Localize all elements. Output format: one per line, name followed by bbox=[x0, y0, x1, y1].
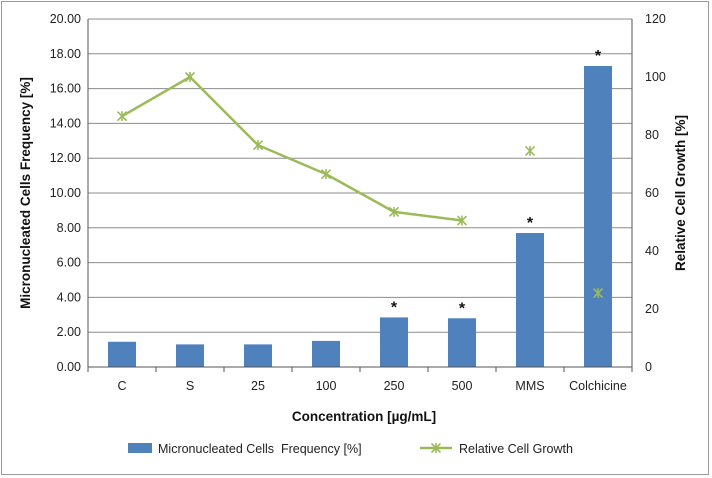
y-axis-title: Micronucleated Cells Frequency [%] bbox=[18, 77, 33, 309]
y-tick-label: 18.00 bbox=[50, 47, 81, 61]
y-tick-label: 14.00 bbox=[50, 116, 81, 130]
significance-star: * bbox=[527, 215, 534, 232]
y2-tick-label: 120 bbox=[645, 12, 666, 26]
y2-tick-label: 40 bbox=[645, 244, 659, 258]
y2-tick-label: 0 bbox=[645, 360, 652, 374]
grid-layer bbox=[88, 18, 632, 333]
growth-point bbox=[388, 206, 400, 217]
bar-layer bbox=[108, 65, 612, 367]
growth-point bbox=[592, 287, 604, 299]
x-tick-label: 25 bbox=[251, 379, 265, 393]
growth-point bbox=[252, 140, 264, 151]
x-tick-label: 100 bbox=[316, 379, 337, 393]
growth-point bbox=[524, 145, 536, 157]
growth-point bbox=[184, 71, 196, 83]
annotation-layer: * * * * bbox=[391, 48, 602, 317]
significance-star: * bbox=[391, 299, 398, 316]
significance-star: * bbox=[459, 300, 466, 317]
legend-line-swatch bbox=[420, 442, 452, 454]
growth-line bbox=[121, 75, 463, 222]
y2-tick-label: 60 bbox=[645, 186, 659, 200]
y-tick-label: 16.00 bbox=[50, 82, 81, 96]
bar bbox=[176, 344, 204, 367]
y2-tick-label: 100 bbox=[645, 70, 666, 84]
bar bbox=[448, 318, 476, 367]
y-tick-label: 12.00 bbox=[50, 151, 81, 165]
bar bbox=[108, 341, 136, 367]
x-tick-label: MMS bbox=[515, 379, 544, 393]
y2-tick-label: 80 bbox=[645, 128, 659, 142]
y2-tick-label: 20 bbox=[645, 302, 659, 316]
y-tick-label: 10.00 bbox=[50, 186, 81, 200]
legend-bar-swatch bbox=[128, 443, 152, 453]
line-layer bbox=[116, 71, 604, 299]
bar bbox=[516, 233, 544, 367]
y-tick-label: 8.00 bbox=[57, 221, 81, 235]
bar bbox=[312, 340, 340, 367]
significance-star: * bbox=[595, 48, 602, 65]
bar bbox=[584, 65, 612, 367]
x-tick-label: 250 bbox=[384, 379, 405, 393]
bar bbox=[380, 317, 408, 367]
x-axis-title: Concentration [µg/mL] bbox=[292, 409, 436, 424]
x-tick-label: Colchicine bbox=[569, 379, 627, 393]
growth-point bbox=[320, 169, 332, 180]
bar bbox=[244, 344, 272, 367]
y-tick-label: 2.00 bbox=[57, 325, 81, 339]
growth-point bbox=[116, 111, 128, 122]
y-tick-label: 6.00 bbox=[57, 256, 81, 270]
x-tick-label: S bbox=[186, 379, 194, 393]
y-tick-label: 0.00 bbox=[57, 360, 81, 374]
y-tick-label: 4.00 bbox=[57, 290, 81, 304]
growth-point bbox=[456, 215, 468, 226]
y2-axis-title: Relative Cell Growth [%] bbox=[673, 115, 688, 271]
legend: Micronucleated Cells Frequency [%] Relat… bbox=[128, 442, 573, 456]
x-tick-label: 500 bbox=[452, 379, 473, 393]
legend-bar-label: Micronucleated Cells Frequency [%] bbox=[158, 442, 362, 456]
y-tick-label: 20.00 bbox=[50, 12, 81, 26]
legend-line-label: Relative Cell Growth bbox=[459, 442, 573, 456]
axis-layer: 0.00 2.00 4.00 6.00 8.00 10.00 12.00 14.00 16.00… bbox=[50, 12, 666, 393]
x-tick-label: C bbox=[117, 379, 126, 393]
